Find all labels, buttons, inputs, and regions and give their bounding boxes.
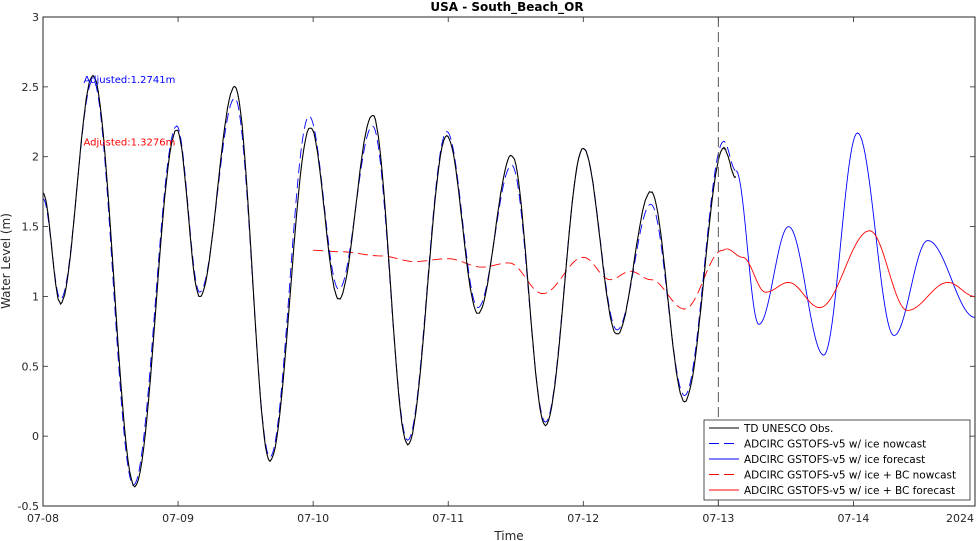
legend-items: TD UNESCO Obs. ADCIRC GSTOFS-v5 w/ ice no… xyxy=(709,423,956,497)
legend-entry: TD UNESCO Obs. xyxy=(743,423,833,435)
y-tick-label: 0.5 xyxy=(22,360,40,373)
y-tick-label: 2.5 xyxy=(22,81,40,94)
x-tick-label: 07-08 xyxy=(27,512,59,525)
chart-title: USA - South_Beach_OR xyxy=(430,0,583,15)
y-tick-label: 3 xyxy=(32,11,39,24)
legend-box xyxy=(703,419,971,501)
series-line-bc-forecast xyxy=(726,230,976,311)
x-tick-label: 07-14 xyxy=(837,512,869,525)
x-tick-label: 07-11 xyxy=(432,512,464,525)
x-axis-label: Time xyxy=(493,529,523,541)
legend-entry: ADCIRC GSTOFS-v5 w/ ice nowcast xyxy=(744,439,926,451)
series-layer xyxy=(42,74,976,488)
series-line-bc-nowcast xyxy=(313,248,727,310)
x-tick-label: 07-12 xyxy=(567,512,599,525)
legend-entry: ADCIRC GSTOFS-v5 w/ ice + BC forecast xyxy=(744,485,955,497)
legend: TD UNESCO Obs. ADCIRC GSTOFS-v5 w/ ice no… xyxy=(703,419,971,501)
x-tick-label: 07-10 xyxy=(297,512,329,525)
adjusted-annotation: Adjusted:1.3276m xyxy=(84,138,176,149)
plot-frame xyxy=(42,16,976,507)
y-tick-label: 0 xyxy=(32,430,39,443)
series-line-forecast xyxy=(735,132,976,356)
x-tick-label: 07-09 xyxy=(162,512,194,525)
y-tick-label: -0.5 xyxy=(18,500,39,513)
annotations: Adjusted:1.2741m Adjusted:1.3276m xyxy=(84,75,176,149)
x-year-label: 2024 xyxy=(946,512,974,525)
x-tick-label: 07-13 xyxy=(702,512,734,525)
legend-entry: ADCIRC GSTOFS-v5 w/ ice + BC nowcast xyxy=(744,470,956,482)
adjusted-annotation: Adjusted:1.2741m xyxy=(84,75,176,86)
y-tick-label: 2 xyxy=(32,151,39,164)
y-tick-label: 1.5 xyxy=(22,221,40,234)
series-line-obs xyxy=(42,74,737,488)
tick-labels: 07-08 07-09 07-10 07-11 07-12 07-13 07-14 -0.5 0… xyxy=(18,11,870,525)
y-tick-label: 1 xyxy=(32,290,39,303)
legend-entry: ADCIRC GSTOFS-v5 w/ ice forecast xyxy=(744,454,925,466)
y-axis-label: Water Level (m) xyxy=(0,213,13,309)
